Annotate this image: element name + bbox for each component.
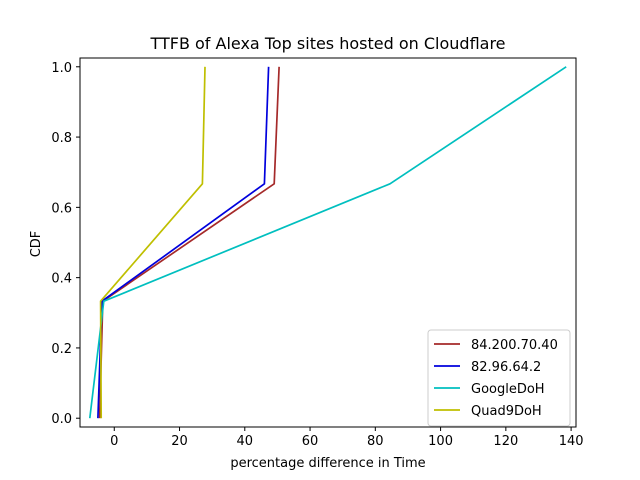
legend-box bbox=[427, 329, 571, 427]
y-tick-label: 0.8 bbox=[51, 131, 72, 146]
x-tick-label: 20 bbox=[171, 434, 188, 449]
axes-frame bbox=[79, 57, 577, 428]
series-line-84-200-70-40 bbox=[98, 66, 280, 419]
x-tick-label: 80 bbox=[367, 434, 384, 449]
y-tick-label: 0.2 bbox=[51, 342, 72, 357]
series-line-quad9doh bbox=[99, 66, 206, 419]
plot-area: 0 20 40 60 80 100 120 140 0.0 0.2 0.4 0.6 0.8 1.0 bbox=[51, 57, 584, 449]
x-tick-label: 120 bbox=[493, 434, 518, 449]
x-tick-label: 40 bbox=[237, 434, 254, 449]
legend-label: 82.96.64.2 bbox=[471, 360, 541, 375]
chart-title: TTFB of Alexa Top sites hosted on Cloudf… bbox=[149, 34, 505, 53]
y-tick-label: 1.0 bbox=[51, 61, 72, 76]
y-tick-label: 0.6 bbox=[51, 201, 72, 216]
y-tick-label: 0.0 bbox=[51, 412, 72, 427]
legend-label: GoogleDoH bbox=[471, 382, 545, 397]
x-tick-label: 60 bbox=[302, 434, 319, 449]
legend-label: Quad9DoH bbox=[471, 404, 542, 419]
x-axis-label: percentage difference in Time bbox=[230, 456, 425, 471]
y-tick-label: 0.4 bbox=[51, 272, 72, 287]
series-line-googledoh bbox=[88, 66, 567, 419]
legend-label: 84.200.70.40 bbox=[471, 338, 558, 353]
x-tick-label: 0 bbox=[110, 434, 118, 449]
x-tick-label: 140 bbox=[559, 434, 584, 449]
legend: 84.200.70.40 82.96.64.2 GoogleDoH Quad9DoH bbox=[427, 329, 571, 427]
y-axis-label: CDF bbox=[29, 231, 44, 258]
x-tick-label: 100 bbox=[428, 434, 453, 449]
series-line-82-96-64-2 bbox=[97, 66, 270, 419]
